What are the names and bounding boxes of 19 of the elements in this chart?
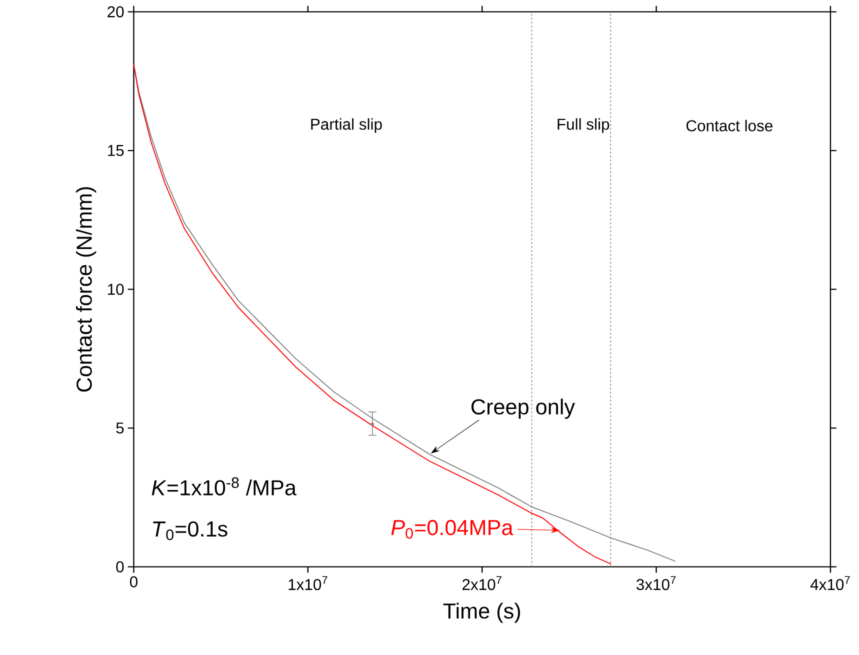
x-tick-label: 3x10$^{7}$ <box>636 576 676 590</box>
x-tick-label: 4x10$^{7}$ <box>810 576 850 590</box>
annotation: Full slip <box>558 118 610 133</box>
y-tick-label: 15 <box>108 144 124 156</box>
annotation: Partial slip <box>311 118 382 133</box>
annotation: T$_{0}$=0.1s <box>153 521 228 540</box>
y-tick-label: 10 <box>108 284 124 295</box>
legend-label: P$_{0}$=0.04MPa <box>391 520 514 539</box>
x-tick-label: 2x10$^{7}$ <box>462 576 502 590</box>
annotation: K=1x10$^{-8}$ /MPa <box>152 477 296 496</box>
x-tick-label: 1x10$^{7}$ <box>288 576 328 590</box>
x-axis-title: Time (s) <box>443 602 520 623</box>
x-tick-label: 0 <box>130 576 138 588</box>
y-axis-title: Contact force (N/mm) <box>76 187 96 392</box>
y-tick-label: 20 <box>108 6 124 18</box>
annotation: Contact lose <box>686 120 772 132</box>
y-tick-label: 5 <box>116 422 124 434</box>
text: Creep only <box>471 398 576 419</box>
y-tick-label: 0 <box>116 561 124 572</box>
